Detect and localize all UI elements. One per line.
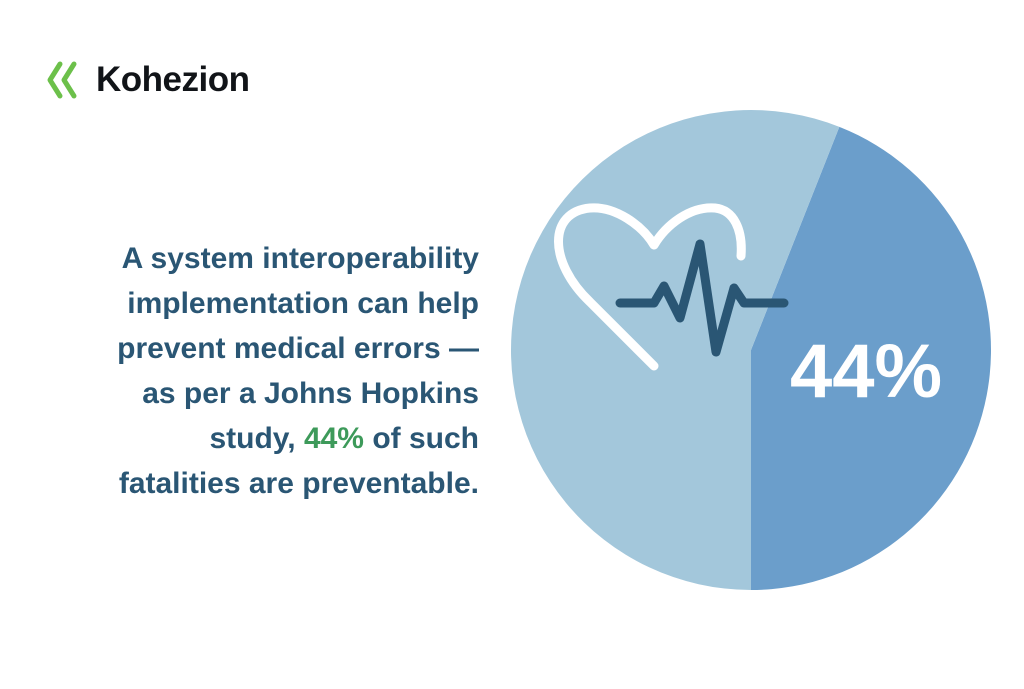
- heart-pulse-icon: [554, 203, 789, 371]
- pie-center-label: 44%: [790, 329, 942, 414]
- brand-name: Kohezion: [96, 60, 250, 99]
- brand-logo: Kohezion: [46, 58, 250, 102]
- statistic-statement: A system interoperability implementation…: [19, 236, 479, 506]
- statement-text: of such: [363, 422, 479, 455]
- statement-highlight-percent: 44%: [303, 422, 364, 455]
- statement-line: study, 44% of such: [19, 416, 479, 461]
- statement-text: study,: [209, 422, 304, 455]
- pie-slice-highlight: [751, 126, 992, 591]
- pie-slices: [511, 110, 992, 591]
- pie-slice-remainder: [511, 110, 840, 591]
- statement-line: fatalities are preventable.: [118, 467, 479, 500]
- double-chevron-left-icon: [47, 61, 77, 99]
- statement-line: implementation can help: [127, 287, 479, 320]
- statement-line: prevent medical errors —: [117, 332, 479, 365]
- statement-line: as per a Johns Hopkins: [142, 377, 479, 410]
- statement-line: A system interoperability: [121, 242, 479, 275]
